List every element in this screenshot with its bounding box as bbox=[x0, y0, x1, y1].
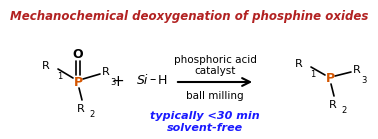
Text: 3: 3 bbox=[361, 76, 366, 85]
Text: R: R bbox=[102, 67, 110, 77]
Text: R: R bbox=[329, 100, 337, 110]
Text: 2: 2 bbox=[341, 106, 346, 115]
Text: +: + bbox=[112, 75, 124, 90]
Text: R: R bbox=[77, 104, 85, 114]
Text: catalyst: catalyst bbox=[194, 66, 236, 76]
Text: 1: 1 bbox=[57, 72, 62, 81]
Text: H: H bbox=[157, 74, 167, 86]
Text: solvent-free: solvent-free bbox=[167, 123, 243, 133]
Text: P: P bbox=[73, 75, 82, 89]
Text: Mechanochemical deoxygenation of phosphine oxides: Mechanochemical deoxygenation of phosphi… bbox=[10, 10, 368, 23]
Text: 1: 1 bbox=[310, 70, 315, 79]
Text: R: R bbox=[353, 65, 361, 75]
Text: R: R bbox=[295, 59, 303, 69]
Text: –: – bbox=[150, 74, 156, 86]
Text: R: R bbox=[42, 61, 50, 71]
Text: 3: 3 bbox=[110, 78, 115, 87]
Text: P: P bbox=[325, 71, 335, 85]
Text: typically <30 min: typically <30 min bbox=[150, 111, 260, 121]
Text: phosphoric acid: phosphoric acid bbox=[174, 55, 256, 65]
Text: Si: Si bbox=[137, 74, 149, 86]
Text: 2: 2 bbox=[89, 110, 94, 119]
Text: ball milling: ball milling bbox=[186, 91, 244, 101]
Text: O: O bbox=[73, 48, 83, 60]
